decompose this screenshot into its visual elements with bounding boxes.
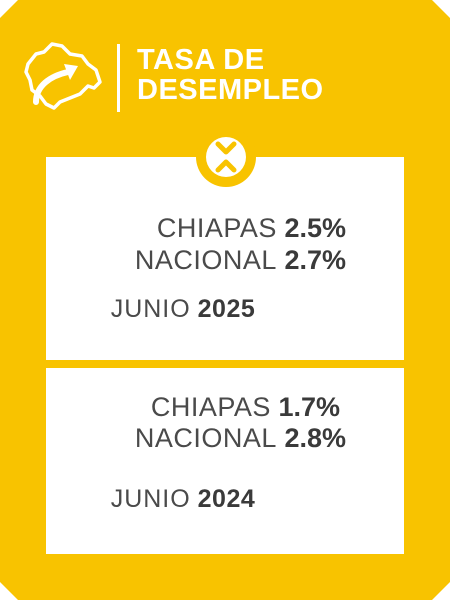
page-title: TASA DE DESEMPLEO [137, 46, 324, 106]
row-label: CHIAPAS [156, 213, 277, 243]
row-label: NACIONAL [134, 245, 277, 275]
date-year: 2024 [197, 485, 256, 513]
row-nacional: NACIONAL 2.7% [135, 245, 346, 275]
panel-2025: CHIAPAS 2.5% NACIONAL 2.7% JUNIO 2025 [46, 157, 404, 360]
row-value: 2.7% [284, 245, 346, 275]
chiapas-map-arrow-icon [24, 42, 102, 110]
double-chevron-icon [196, 127, 256, 187]
date-month: JUNIO [110, 485, 191, 513]
row-value: 2.8% [284, 423, 346, 453]
title-line-2: DESEMPLEO [137, 74, 324, 106]
row-value: 2.5% [284, 213, 346, 243]
row-label: CHIAPAS [150, 392, 271, 422]
header-divider [117, 44, 120, 112]
date-line: JUNIO 2025 [4, 294, 362, 324]
row-value: 1.7% [278, 392, 340, 422]
row-chiapas: CHIAPAS 1.7% [151, 392, 340, 422]
date-year: 2025 [197, 295, 256, 323]
row-nacional: NACIONAL 2.8% [135, 423, 346, 453]
date-line: JUNIO 2024 [4, 484, 362, 514]
row-label: NACIONAL [134, 423, 277, 453]
row-chiapas: CHIAPAS 2.5% [157, 213, 346, 243]
date-month: JUNIO [110, 295, 191, 323]
panel-2024: CHIAPAS 1.7% NACIONAL 2.8% JUNIO 2024 [46, 368, 404, 554]
title-line-1: TASA DE [137, 44, 265, 76]
